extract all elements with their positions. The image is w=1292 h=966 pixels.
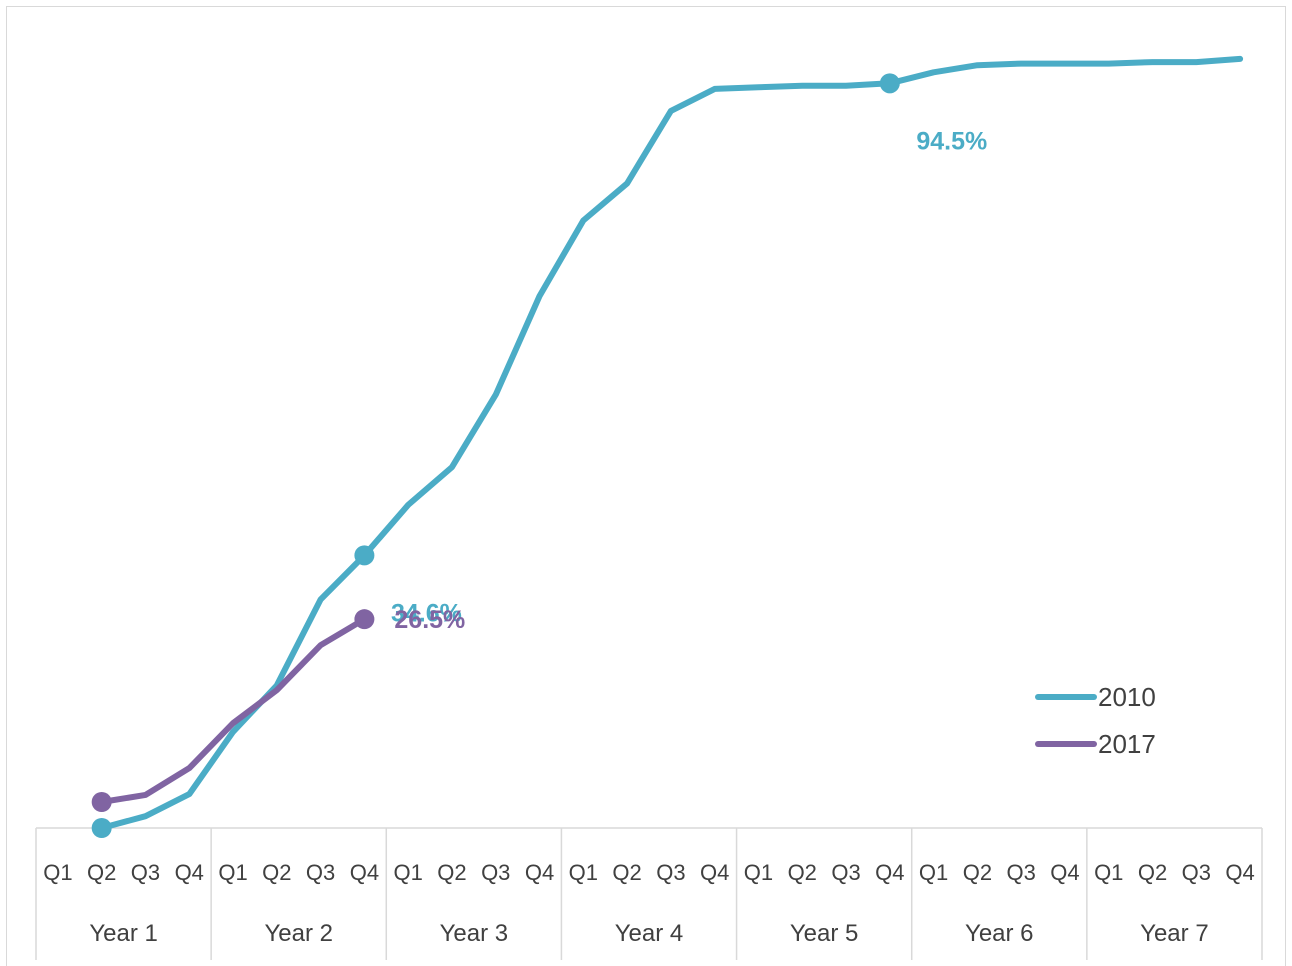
x-group-label: Year 2 [264, 920, 333, 947]
x-group-label: Year 5 [790, 920, 859, 947]
x-group-label: Year 1 [89, 920, 158, 947]
x-tick-label: Q2 [262, 860, 291, 885]
data-label-2010: 94.5% [916, 127, 987, 155]
data-label-2010: 34.6% [391, 599, 462, 627]
x-tick-label: Q4 [700, 860, 729, 885]
x-tick-label: Q3 [1006, 860, 1035, 885]
x-tick-label: Q1 [43, 860, 72, 885]
x-tick-label: Q4 [350, 860, 379, 885]
legend-label-2017: 2017 [1098, 729, 1156, 759]
x-group-label: Year 3 [440, 920, 509, 947]
x-tick-label: Q2 [1138, 860, 1167, 885]
x-tick-label: Q1 [393, 860, 422, 885]
chart-frame [6, 6, 1286, 966]
data-point-2010 [91, 818, 112, 838]
data-labels: 34.6% 94.5% 26.5% [391, 127, 987, 634]
data-label-2017: 26.5% [394, 606, 465, 634]
series-line-2010 [98, 55, 1244, 831]
data-point-2017 [91, 791, 112, 812]
x-tick-label: Q3 [656, 860, 685, 885]
x-tick-label: Q2 [612, 860, 641, 885]
x-tick-label: Q4 [1050, 860, 1079, 885]
x-tick-label: Q1 [569, 860, 598, 885]
x-tick-label: Q1 [218, 860, 247, 885]
x-tick-label: Q4 [875, 860, 904, 885]
x-tick-label: Q4 [525, 860, 554, 885]
x-tick-label: Q4 [1225, 860, 1254, 885]
x-axis: Q1 Q2 Q3 Q4 Q1 Q2 Q3 Q4 Q1 Q2 Q3 Q4 Q1 Q2 Q3 Q4 Q1 Q2 Q3 Q4… [35, 827, 1263, 960]
data-point-2010 [354, 545, 375, 566]
data-point-2017 [354, 609, 375, 630]
series-line-2017 [98, 616, 368, 805]
x-group-label: Year 4 [615, 920, 684, 947]
x-tick-label: Q1 [744, 860, 773, 885]
data-point-2010 [879, 73, 900, 94]
x-group-label: Year 6 [965, 920, 1034, 947]
x-tick-label: Q2 [437, 860, 466, 885]
x-tick-label: Q3 [131, 860, 160, 885]
x-tick-label: Q4 [175, 860, 204, 885]
legend: 2010 2017 [1035, 682, 1156, 759]
x-tick-label: Q1 [919, 860, 948, 885]
x-tick-label: Q2 [963, 860, 992, 885]
x-tick-label: Q2 [788, 860, 817, 885]
x-tick-label: Q3 [1182, 860, 1211, 885]
x-tick-label: Q3 [831, 860, 860, 885]
legend-label-2010: 2010 [1098, 682, 1156, 712]
series-layer [91, 55, 1244, 838]
x-tick-label: Q2 [87, 860, 116, 885]
x-group-label: Year 7 [1140, 920, 1209, 947]
x-tick-label: Q3 [306, 860, 335, 885]
x-tick-label: Q3 [481, 860, 510, 885]
x-tick-label: Q1 [1094, 860, 1123, 885]
